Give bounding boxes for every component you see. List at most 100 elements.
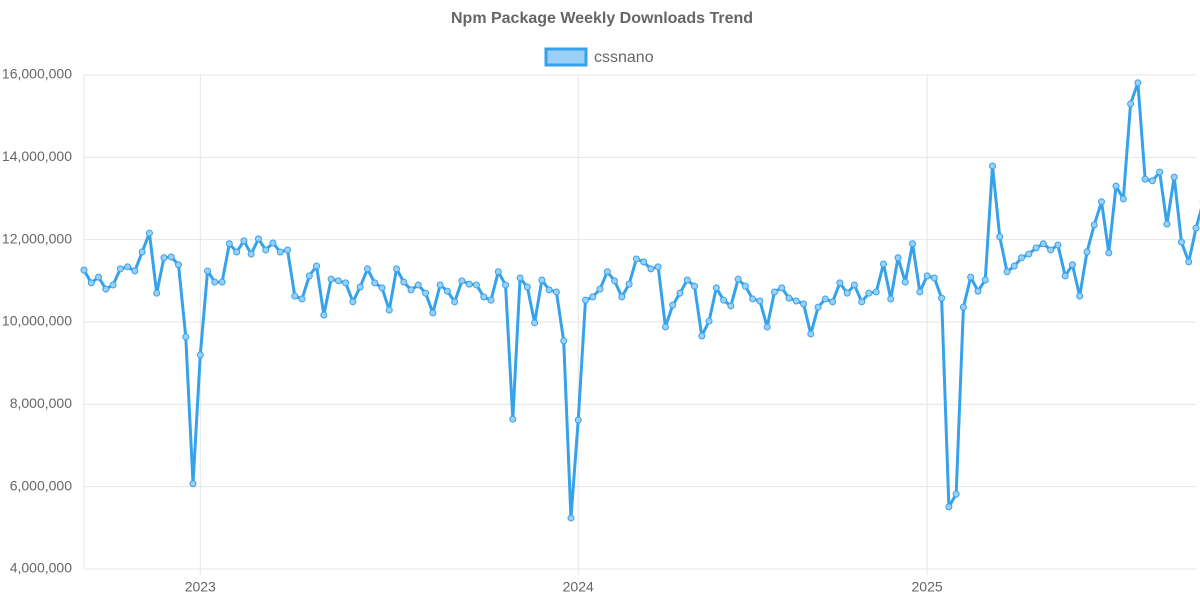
data-point	[945, 503, 953, 511]
data-point	[829, 298, 837, 306]
data-point	[727, 302, 735, 310]
data-point	[836, 279, 844, 287]
data-point	[872, 288, 880, 296]
data-point	[618, 293, 626, 301]
data-point	[1163, 220, 1171, 228]
data-point	[1112, 182, 1120, 190]
data-point	[778, 284, 786, 292]
data-point	[770, 288, 778, 296]
x-tick-label: 2024	[563, 579, 594, 595]
data-point	[1192, 224, 1200, 232]
data-point	[552, 288, 560, 296]
data-point	[785, 294, 793, 302]
data-point	[400, 278, 408, 286]
data-point	[800, 300, 808, 308]
data-point	[763, 323, 771, 331]
data-point	[1039, 240, 1047, 248]
data-point	[632, 255, 640, 263]
data-point	[603, 268, 611, 276]
data-point	[879, 260, 887, 268]
y-tick-label: 12,000,000	[2, 230, 72, 246]
data-point	[705, 317, 713, 325]
data-point	[393, 265, 401, 273]
data-point	[218, 278, 226, 286]
data-point	[414, 281, 422, 289]
data-point	[909, 240, 917, 248]
data-point	[1047, 246, 1055, 254]
y-tick-label: 4,000,000	[10, 560, 72, 576]
data-point	[807, 330, 815, 338]
x-tick-label: 2025	[912, 579, 943, 595]
data-point	[567, 514, 575, 522]
data-point	[581, 296, 589, 304]
data-point	[1127, 100, 1135, 108]
data-point	[95, 273, 103, 281]
data-point	[741, 282, 749, 290]
data-point	[254, 235, 262, 243]
data-point	[276, 248, 284, 256]
data-point	[211, 278, 219, 286]
data-point	[167, 253, 175, 261]
data-point	[116, 265, 124, 273]
data-point	[349, 298, 357, 306]
x-tick-label: 2023	[185, 579, 216, 595]
data-point	[160, 254, 168, 262]
data-point	[865, 289, 873, 297]
data-point	[712, 284, 720, 292]
data-point	[1141, 175, 1149, 183]
data-point	[596, 285, 604, 293]
data-point	[981, 276, 989, 284]
y-tick-label: 8,000,000	[10, 395, 72, 411]
data-point	[792, 297, 800, 305]
data-point	[894, 254, 902, 262]
data-point	[327, 275, 335, 283]
data-point	[436, 281, 444, 289]
data-point	[458, 277, 466, 285]
data-point	[334, 277, 342, 285]
data-point	[749, 295, 757, 303]
data-point	[371, 279, 379, 287]
data-point	[509, 415, 517, 423]
data-point	[1032, 244, 1040, 252]
data-point	[1003, 268, 1011, 276]
data-point	[342, 279, 350, 287]
data-point	[967, 273, 975, 281]
data-point	[988, 162, 996, 170]
data-point	[901, 278, 909, 286]
data-point	[814, 303, 822, 311]
data-point	[313, 262, 321, 270]
data-point	[1098, 198, 1106, 206]
data-point	[363, 265, 371, 273]
data-point	[1054, 241, 1062, 249]
data-point	[574, 416, 582, 424]
data-point	[80, 266, 88, 274]
data-point	[189, 480, 197, 488]
data-point	[887, 295, 895, 303]
data-point	[247, 250, 255, 258]
data-point	[1061, 272, 1069, 280]
data-point	[109, 281, 117, 289]
data-point	[407, 286, 415, 294]
data-point	[87, 279, 95, 287]
data-point	[996, 233, 1004, 241]
data-point	[502, 281, 510, 289]
data-point	[734, 275, 742, 283]
data-point	[465, 280, 473, 288]
legend-label: cssnano	[594, 49, 654, 66]
data-point	[487, 296, 495, 304]
data-point	[1083, 248, 1091, 256]
data-point	[516, 274, 524, 282]
data-point	[923, 272, 931, 280]
data-point	[683, 276, 691, 284]
data-point	[858, 298, 866, 306]
data-point	[756, 297, 764, 305]
data-point	[145, 229, 153, 237]
legend-swatch	[544, 47, 588, 67]
data-point	[1156, 168, 1164, 176]
data-point	[1090, 221, 1098, 229]
data-point	[102, 285, 110, 293]
data-point	[443, 287, 451, 295]
data-point	[225, 240, 233, 248]
data-point	[305, 272, 313, 280]
